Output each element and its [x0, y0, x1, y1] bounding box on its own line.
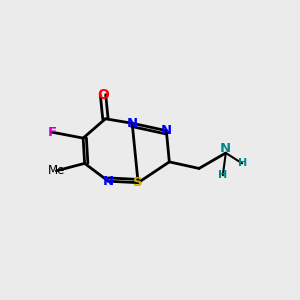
Text: H: H	[218, 170, 227, 180]
Text: O: O	[97, 88, 109, 102]
Text: S: S	[133, 176, 143, 189]
Text: N: N	[103, 175, 114, 188]
Text: N: N	[127, 117, 138, 130]
Text: H: H	[238, 158, 247, 168]
Text: N: N	[220, 142, 231, 155]
Text: Me: Me	[48, 164, 65, 177]
Text: N: N	[161, 124, 172, 137]
Text: F: F	[47, 126, 56, 139]
